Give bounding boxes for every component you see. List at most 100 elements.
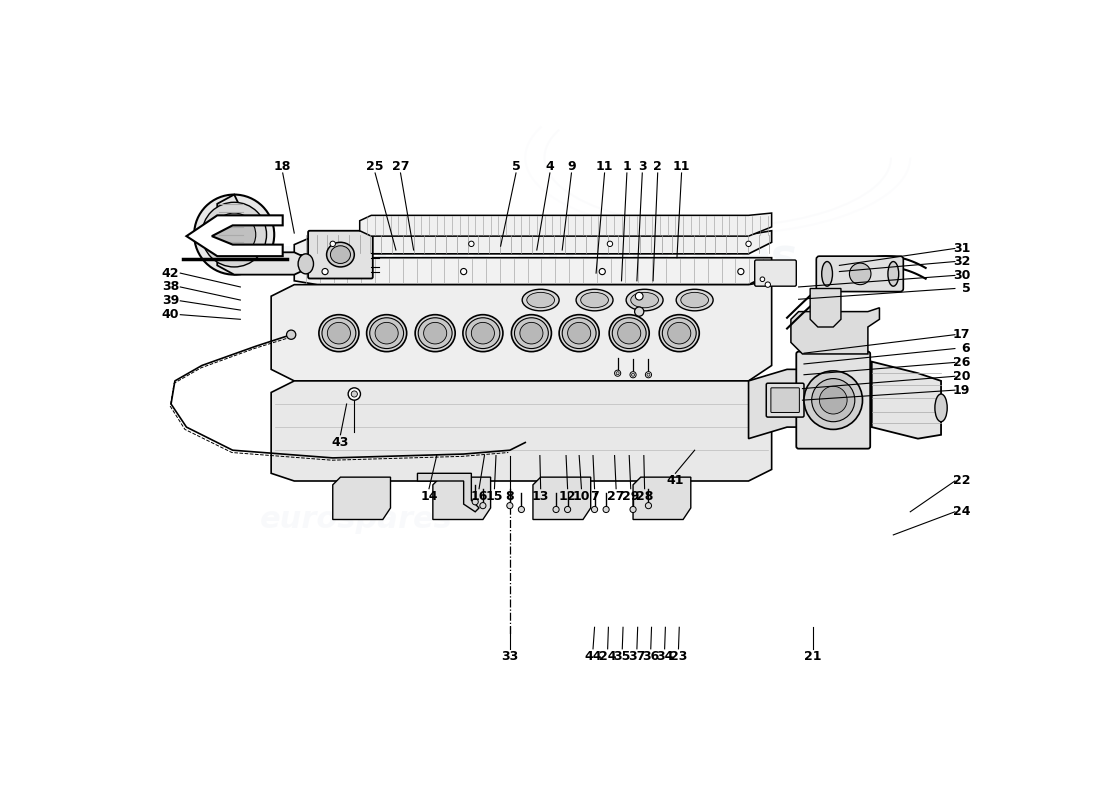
- Text: eurospares: eurospares: [216, 236, 496, 279]
- Text: 27: 27: [392, 159, 409, 173]
- Text: 3: 3: [638, 159, 647, 173]
- Circle shape: [461, 269, 466, 274]
- Text: 36: 36: [642, 650, 659, 663]
- Polygon shape: [218, 194, 306, 274]
- Ellipse shape: [676, 290, 713, 311]
- FancyBboxPatch shape: [796, 352, 870, 449]
- Ellipse shape: [562, 318, 596, 349]
- Circle shape: [812, 378, 855, 422]
- Circle shape: [480, 502, 486, 509]
- Polygon shape: [332, 477, 390, 519]
- Circle shape: [804, 371, 862, 430]
- Text: 19: 19: [953, 384, 970, 397]
- Ellipse shape: [327, 242, 354, 267]
- Text: 7: 7: [591, 490, 598, 503]
- Text: 29: 29: [623, 490, 639, 503]
- Circle shape: [322, 269, 328, 274]
- Polygon shape: [271, 281, 772, 381]
- Polygon shape: [791, 308, 880, 354]
- Ellipse shape: [559, 314, 600, 352]
- FancyBboxPatch shape: [767, 383, 804, 417]
- Text: 10: 10: [573, 490, 591, 503]
- Circle shape: [592, 506, 597, 513]
- Text: 39: 39: [162, 294, 179, 307]
- Circle shape: [472, 498, 478, 505]
- Ellipse shape: [626, 290, 663, 311]
- Polygon shape: [534, 477, 591, 519]
- Polygon shape: [871, 362, 942, 438]
- Ellipse shape: [366, 314, 407, 352]
- Ellipse shape: [581, 292, 608, 308]
- Text: 1: 1: [623, 159, 631, 173]
- Ellipse shape: [659, 314, 700, 352]
- Ellipse shape: [375, 322, 398, 344]
- Ellipse shape: [576, 290, 613, 311]
- Text: 20: 20: [953, 370, 970, 382]
- Circle shape: [518, 506, 525, 513]
- Ellipse shape: [418, 318, 452, 349]
- Text: 35: 35: [614, 650, 631, 663]
- Circle shape: [646, 372, 651, 378]
- Text: 41: 41: [667, 474, 684, 487]
- Text: 28: 28: [636, 490, 653, 503]
- Text: 32: 32: [953, 255, 970, 268]
- Text: 38: 38: [162, 281, 179, 294]
- Circle shape: [600, 269, 605, 274]
- Polygon shape: [295, 258, 772, 285]
- Ellipse shape: [618, 322, 640, 344]
- Circle shape: [849, 263, 871, 285]
- Text: 33: 33: [502, 650, 518, 663]
- Ellipse shape: [330, 246, 351, 263]
- Ellipse shape: [522, 290, 559, 311]
- Polygon shape: [433, 477, 491, 519]
- Circle shape: [631, 373, 635, 376]
- Polygon shape: [810, 289, 842, 327]
- Ellipse shape: [662, 318, 696, 349]
- Text: 16: 16: [471, 490, 487, 503]
- Circle shape: [616, 372, 619, 374]
- Ellipse shape: [472, 322, 495, 344]
- Text: 44: 44: [584, 650, 602, 663]
- Circle shape: [564, 506, 571, 513]
- Circle shape: [286, 330, 296, 339]
- Ellipse shape: [328, 322, 351, 344]
- Circle shape: [820, 386, 847, 414]
- Text: 25: 25: [366, 159, 384, 173]
- Circle shape: [603, 506, 609, 513]
- Circle shape: [351, 391, 358, 397]
- Polygon shape: [271, 377, 772, 481]
- Circle shape: [553, 506, 559, 513]
- FancyBboxPatch shape: [755, 260, 796, 286]
- Text: 17: 17: [953, 328, 970, 341]
- Ellipse shape: [424, 322, 447, 344]
- Circle shape: [630, 506, 636, 513]
- Ellipse shape: [822, 262, 833, 286]
- Ellipse shape: [609, 314, 649, 352]
- Text: 24: 24: [598, 650, 616, 663]
- Text: 23: 23: [670, 650, 688, 663]
- Ellipse shape: [668, 322, 691, 344]
- Text: 30: 30: [953, 269, 970, 282]
- Text: 40: 40: [162, 308, 179, 321]
- Text: 8: 8: [506, 490, 514, 503]
- Circle shape: [635, 307, 643, 316]
- Ellipse shape: [298, 254, 314, 274]
- Ellipse shape: [568, 322, 591, 344]
- Ellipse shape: [319, 314, 359, 352]
- Circle shape: [760, 277, 764, 282]
- Text: 12: 12: [559, 490, 576, 503]
- Text: 2: 2: [653, 159, 662, 173]
- Ellipse shape: [322, 318, 355, 349]
- Ellipse shape: [935, 394, 947, 422]
- Circle shape: [330, 241, 336, 246]
- Polygon shape: [634, 477, 691, 519]
- Polygon shape: [186, 215, 283, 256]
- Text: eurospares: eurospares: [516, 236, 796, 279]
- Circle shape: [348, 388, 361, 400]
- Polygon shape: [418, 474, 480, 512]
- Text: eurospares: eurospares: [534, 400, 779, 438]
- FancyBboxPatch shape: [816, 256, 903, 291]
- Text: 24: 24: [953, 506, 970, 518]
- Ellipse shape: [515, 318, 549, 349]
- FancyBboxPatch shape: [308, 230, 373, 278]
